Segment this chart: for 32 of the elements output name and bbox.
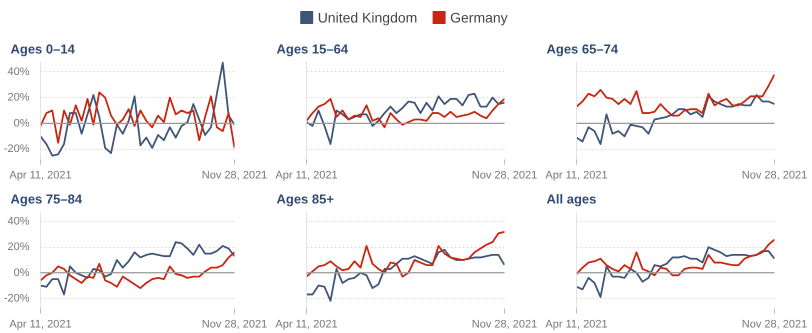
y-tick-label: -20%	[4, 292, 30, 304]
chart-title: Ages 75–84	[10, 192, 83, 206]
x-tick-label: Apr 11, 2021	[275, 170, 338, 182]
x-tick-label: Apr 11, 2021	[9, 318, 72, 330]
legend-label: United Kingdom	[318, 10, 418, 26]
y-tick-label: 0%	[14, 117, 30, 130]
x-tick-label: Apr 11, 2021	[275, 318, 338, 330]
x-tick-label: Apr 11, 2021	[545, 318, 608, 330]
x-tick-label: Apr 11, 2021	[9, 170, 72, 182]
y-tick-label: 20%	[7, 241, 30, 254]
chart-title: Ages 15–64	[276, 42, 349, 56]
x-tick-label: Nov 28, 2021	[202, 318, 268, 330]
line-series	[40, 62, 234, 157]
chart-title: All ages	[546, 192, 596, 206]
x-tick-label: Nov 28, 2021	[472, 318, 538, 330]
chart-title: Ages 0–14	[10, 42, 76, 56]
chart-title: Ages 65–74	[546, 42, 619, 56]
x-tick-label: Nov 28, 2021	[202, 170, 268, 182]
y-tick-label: -20%	[4, 143, 30, 156]
x-tick-label: Apr 11, 2021	[545, 170, 608, 182]
x-tick-label: Nov 28, 2021	[742, 318, 808, 330]
line-series	[40, 251, 234, 289]
chart-title: Ages 85+	[276, 192, 334, 206]
y-tick-label: 40%	[7, 216, 30, 228]
legend-label: Germany	[450, 10, 508, 26]
line-series	[40, 92, 234, 149]
y-tick-label: 20%	[7, 92, 30, 104]
x-tick-label: Nov 28, 2021	[742, 170, 808, 182]
y-tick-label: 0%	[14, 266, 30, 279]
x-tick-label: Nov 28, 2021	[472, 170, 538, 182]
y-tick-label: 40%	[7, 66, 30, 78]
line-series	[40, 241, 234, 296]
